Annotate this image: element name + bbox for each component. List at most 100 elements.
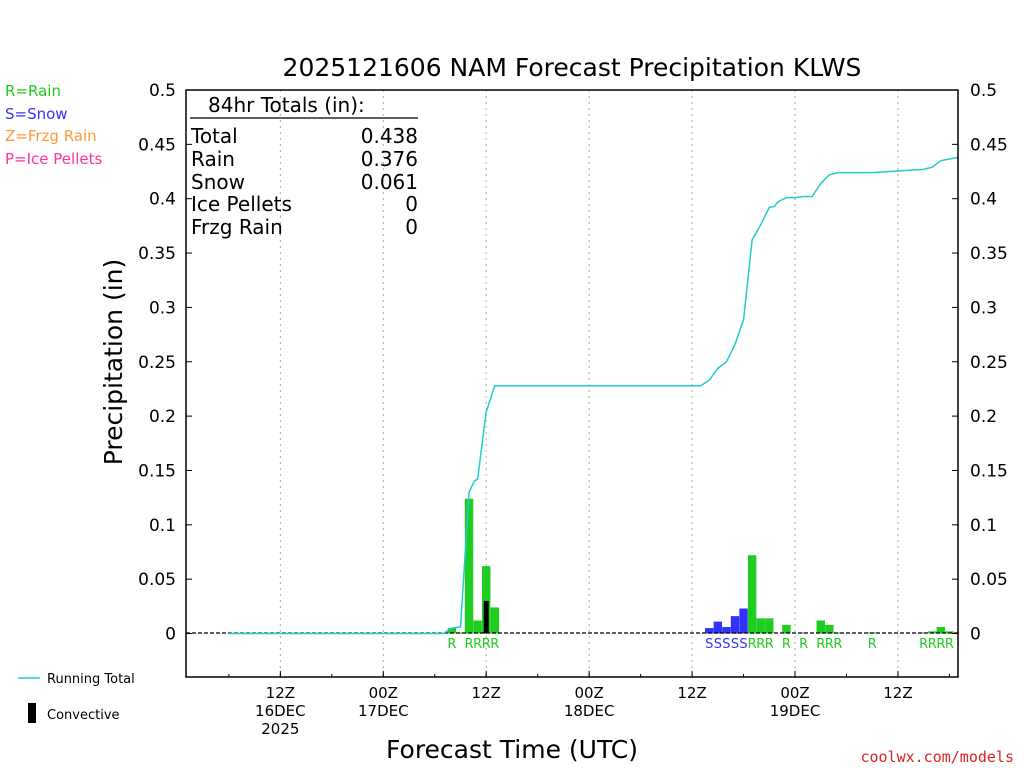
x-tick-label: 16DEC <box>255 702 306 720</box>
credit-text: coolwx.com/models <box>860 748 1014 766</box>
convective-legend-swatch <box>28 703 36 723</box>
snow-total-value: 0.061 <box>361 170 418 194</box>
precip-type-label: R <box>782 637 791 652</box>
legend-snow: S=Snow <box>5 105 68 123</box>
plot-frame <box>185 89 959 678</box>
precip-bar <box>473 620 482 634</box>
precip-bar <box>936 626 946 634</box>
legend-rain: R=Rain <box>5 82 61 100</box>
precip-type-legend: R=Rain S=Snow Z=Frzg Rain P=Ice Pellets <box>5 82 102 168</box>
x-tick-label: 12Z <box>266 684 295 702</box>
precip-type-label: R <box>756 637 765 652</box>
snow-total-label: Snow <box>191 170 245 194</box>
y-tick-label-left: 0.15 <box>138 461 176 481</box>
precip-bar <box>482 566 491 634</box>
precip-bar <box>464 498 474 634</box>
y-tick-label-right: 0 <box>970 625 981 645</box>
x-tick-label: 00Z <box>780 684 809 702</box>
precip-bar <box>816 620 825 634</box>
precip-type-label: R <box>765 637 774 652</box>
precip-type-label: R <box>945 637 954 652</box>
y-tick-label-right: 0.05 <box>970 570 1008 590</box>
precip-type-label: R <box>447 637 456 652</box>
y-tick-label-left: 0.5 <box>149 81 176 101</box>
precip-bar <box>747 555 757 634</box>
precip-bar <box>490 607 500 634</box>
y-tick-label-left: 0.1 <box>149 516 176 536</box>
precip-bar <box>799 632 808 634</box>
y-tick-label-left: 0.45 <box>138 135 176 155</box>
precip-type-label: R <box>748 637 757 652</box>
rain-total-label: Rain <box>191 147 235 171</box>
precip-type-label: R <box>490 637 499 652</box>
x-tick-label: 00Z <box>574 684 603 702</box>
y-axis-label: Precipitation (in) <box>99 259 128 466</box>
frzg-rain-total-label: Frzg Rain <box>191 215 283 239</box>
y-tick-label-left: 0.35 <box>138 244 176 264</box>
x-tick-label: 12Z <box>472 684 501 702</box>
total-label: Total <box>190 124 238 148</box>
legend-frzg-rain: Z=Frzg Rain <box>5 127 97 145</box>
y-tick-label-right: 0.25 <box>970 353 1008 373</box>
y-tick-label-right: 0.1 <box>970 516 997 536</box>
precip-bar <box>456 632 465 634</box>
convective-legend-label: Convective <box>47 708 120 723</box>
y-tick-label-right: 0.15 <box>970 461 1008 481</box>
y-tick-label-left: 0.3 <box>149 298 176 318</box>
precip-type-label: R <box>833 637 842 652</box>
precip-bar <box>447 628 457 634</box>
convective-bars <box>483 600 489 634</box>
x-axis-label: Forecast Time (UTC) <box>386 735 638 764</box>
rain-total-value: 0.376 <box>361 147 418 171</box>
x-tick-label: 17DEC <box>358 702 409 720</box>
precip-type-label: S <box>705 637 713 652</box>
precip-bar <box>765 618 774 634</box>
precip-bar <box>756 618 765 634</box>
precip-type-label: S <box>714 637 722 652</box>
precip-type-label: R <box>825 637 834 652</box>
x-tick-label: 19DEC <box>770 702 821 720</box>
y-tick-label-right: 0.2 <box>970 407 997 427</box>
y-tick-label-left: 0 <box>165 625 176 645</box>
running-total-line <box>228 156 959 635</box>
y-tick-label-left: 0.4 <box>149 190 176 210</box>
ice-pellets-total-label: Ice Pellets <box>191 192 292 216</box>
y-tick-label-right: 0.35 <box>970 244 1008 264</box>
x-tick-label: 2025 <box>261 720 299 738</box>
precip-type-label: R <box>465 637 474 652</box>
precip-bar <box>782 624 791 634</box>
precip-type-label: R <box>816 637 825 652</box>
precip-bar <box>705 628 714 634</box>
precip-bar <box>919 632 928 634</box>
precip-type-label: R <box>928 637 937 652</box>
ice-pellets-total-value: 0 <box>405 192 418 216</box>
y-tick-label-left: 0.2 <box>149 407 176 427</box>
precip-bar <box>739 608 748 634</box>
precip-bar <box>713 621 723 634</box>
y-tick-label-right: 0.4 <box>970 190 997 210</box>
y-tick-label-left: 0.25 <box>138 353 176 373</box>
precip-type-label: R <box>482 637 491 652</box>
y-tick-label-left: 0.05 <box>138 570 176 590</box>
precip-type-label: S <box>731 637 739 652</box>
x-tick-label: 18DEC <box>564 702 615 720</box>
series-legend: Running Total Convective <box>18 672 135 723</box>
y-tick-label-right: 0.5 <box>970 81 997 101</box>
chart-grid <box>279 90 899 677</box>
y-axis-ticks: 0.5 0.5 0.45 0.45 0.4 0.4 0.35 0.35 0.3 0.3 0.25 0.… <box>138 81 1008 645</box>
precip-type-label: R <box>868 637 877 652</box>
legend-ice-pellets: P=Ice Pellets <box>5 150 102 168</box>
chart-title: 2025121606 NAM Forecast Precipitation KL… <box>283 53 862 82</box>
running-total-legend-label: Running Total <box>47 672 135 687</box>
precip-type-label: R <box>473 637 482 652</box>
x-tick-label: 12Z <box>883 684 912 702</box>
precip-bar <box>825 624 834 634</box>
precip-bar <box>722 626 731 634</box>
x-tick-label: 00Z <box>369 684 398 702</box>
y-tick-label-right: 0.3 <box>970 298 997 318</box>
precip-type-label: S <box>739 637 747 652</box>
x-tick-label: 12Z <box>677 684 706 702</box>
